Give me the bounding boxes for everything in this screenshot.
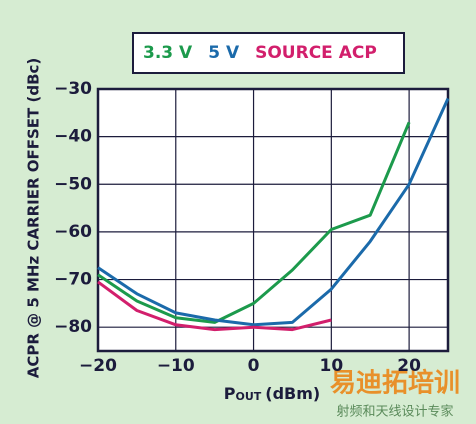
y-tick-label: −40 <box>54 127 92 147</box>
watermark-brand: 易迪拓培训 <box>330 369 460 399</box>
y-tick-label: −50 <box>54 174 92 194</box>
x-label-subscript: OUT <box>235 390 261 403</box>
series-line <box>97 121 411 324</box>
x-tick-label: −10 <box>157 356 195 376</box>
y-tick-label: −60 <box>54 222 92 242</box>
x-tick-label: −20 <box>79 356 117 376</box>
y-tick-label: −80 <box>54 317 92 337</box>
series-line <box>97 97 450 327</box>
legend-entry: SOURCE ACP <box>255 43 377 63</box>
plot-area <box>98 89 448 351</box>
watermark-tagline: 射频和天线设计专家 <box>336 404 453 420</box>
plot-frame <box>96 87 450 353</box>
x-label-symbol: P <box>224 384 236 403</box>
legend-entry: 5 V <box>208 43 240 63</box>
series-line <box>97 280 332 332</box>
legend-entry: 3.3 V <box>143 43 193 63</box>
legend <box>132 32 405 74</box>
y-tick-label: −30 <box>54 79 92 99</box>
x-tick-label: 20 <box>397 356 421 376</box>
y-tick-label: −70 <box>54 270 92 290</box>
x-tick-label: 10 <box>319 356 343 376</box>
x-label-unit: (dBm) <box>265 384 320 403</box>
y-axis-label: ACPR @ 5 MHz CARRIER OFFSET (dBc) <box>25 58 43 379</box>
x-tick-label: 0 <box>248 356 260 376</box>
x-axis-label: POUT (dBm) <box>224 384 320 404</box>
